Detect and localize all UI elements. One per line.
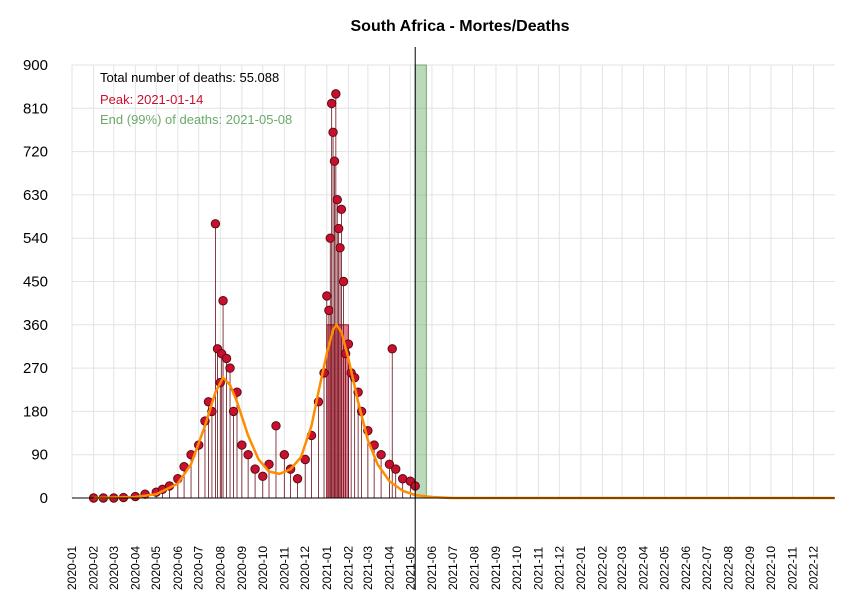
- x-tick-label: 2021-04: [382, 546, 396, 590]
- x-tick-label: 2020-04: [128, 546, 142, 590]
- data-point: [250, 464, 260, 474]
- data-point: [332, 195, 342, 205]
- data-point: [328, 127, 338, 138]
- data-point: [221, 353, 232, 364]
- x-tick-label: 2022-01: [574, 546, 588, 590]
- x-tick-label: 2021-12: [552, 546, 566, 590]
- data-point: [210, 219, 221, 229]
- chart-title: South Africa - Mortes/Deaths: [351, 18, 570, 35]
- x-tick-label: 2022-06: [679, 546, 693, 590]
- data-point: [322, 291, 332, 301]
- data-point: [300, 454, 310, 465]
- x-tick-label: 2022-10: [764, 546, 778, 590]
- x-tick-label: 2021-03: [361, 546, 375, 590]
- x-tick-label: 2020-01: [65, 546, 79, 590]
- y-tick-label: 360: [23, 317, 48, 334]
- ytick-layer: 0 90 180 270 360 450 540 630 720 810 900: [23, 57, 48, 507]
- data-point: [335, 243, 345, 253]
- x-tick-label: 2020-03: [107, 546, 121, 590]
- y-tick-label: 900: [23, 57, 48, 74]
- annotation-total: Total number of deaths: 55.088: [100, 70, 279, 85]
- y-tick-label: 180: [23, 403, 48, 420]
- xtick-layer: 2020-01 2020-02 2020-03 2020-04 2020-05 2020-…: [65, 546, 820, 590]
- data-point: [225, 363, 235, 373]
- x-tick-label: 2021-11: [531, 547, 545, 590]
- y-tick-label: 0: [40, 490, 48, 507]
- x-tick-label: 2022-04: [637, 546, 651, 590]
- x-tick-label: 2022-12: [806, 546, 820, 590]
- x-tick-label: 2022-11: [786, 547, 800, 590]
- y-tick-label: 810: [23, 100, 48, 117]
- x-tick-label: 2021-01: [320, 546, 334, 590]
- x-tick-label: 2021-09: [489, 546, 503, 590]
- annotation-peak: Peak: 2021-01-14: [100, 92, 203, 107]
- axes-layer: [72, 47, 835, 590]
- x-tick-label: 2021-08: [467, 546, 481, 590]
- x-tick-label: 2022-09: [743, 546, 757, 590]
- data-point: [384, 459, 395, 470]
- x-tick-label: 2021-07: [446, 546, 460, 590]
- data-point: [237, 440, 247, 450]
- data-point: [228, 406, 239, 417]
- annotation-end: End (99%) of deaths: 2021-05-08: [100, 112, 292, 127]
- y-tick-label: 90: [31, 447, 48, 464]
- x-tick-label: 2022-02: [595, 546, 609, 590]
- x-tick-label: 2021-06: [425, 546, 439, 590]
- end-band: [414, 64, 427, 499]
- series-layer: [88, 89, 835, 503]
- data-point: [387, 344, 397, 354]
- y-tick-label: 540: [23, 230, 48, 247]
- fit-line: [93, 322, 835, 500]
- x-tick-label: 2021-02: [341, 546, 355, 590]
- data-point: [271, 421, 281, 431]
- x-tick-label: 2020-09: [235, 546, 249, 590]
- x-tick-label: 2020-10: [256, 546, 270, 590]
- x-tick-label: 2021-05: [403, 546, 417, 590]
- x-tick-label: 2022-05: [657, 546, 671, 590]
- x-tick-label: 2020-12: [298, 546, 312, 590]
- x-tick-label: 2022-07: [700, 546, 714, 590]
- data-point: [338, 276, 349, 287]
- data-point: [218, 296, 228, 306]
- data-point: [331, 89, 341, 99]
- data-point: [279, 450, 290, 460]
- y-tick-label: 450: [23, 274, 48, 291]
- x-tick-label: 2022-03: [615, 546, 629, 590]
- x-tick-label: 2020-07: [192, 546, 206, 590]
- x-tick-label: 2021-10: [510, 546, 524, 590]
- data-point: [336, 204, 347, 215]
- data-point: [264, 459, 274, 470]
- y-tick-label: 270: [23, 360, 48, 377]
- data-point: [292, 474, 303, 484]
- data-point: [333, 223, 344, 234]
- x-tick-label: 2022-08: [721, 546, 735, 590]
- data-point: [258, 471, 268, 482]
- x-tick-label: 2020-08: [213, 546, 227, 590]
- data-point: [376, 450, 386, 460]
- data-point: [325, 233, 335, 243]
- data-point: [326, 98, 337, 109]
- x-tick-label: 2020-06: [171, 546, 185, 590]
- x-tick-label: 2020-11: [277, 547, 291, 590]
- data-point: [391, 464, 401, 474]
- y-tick-label: 720: [23, 144, 48, 161]
- grid-layer: [71, 64, 835, 499]
- data-point: [324, 305, 334, 316]
- y-tick-label: 630: [23, 187, 48, 204]
- data-point: [329, 156, 340, 166]
- x-tick-label: 2020-02: [87, 546, 101, 590]
- data-point: [243, 450, 253, 460]
- data-point: [397, 474, 408, 484]
- x-tick-label: 2020-05: [149, 546, 163, 590]
